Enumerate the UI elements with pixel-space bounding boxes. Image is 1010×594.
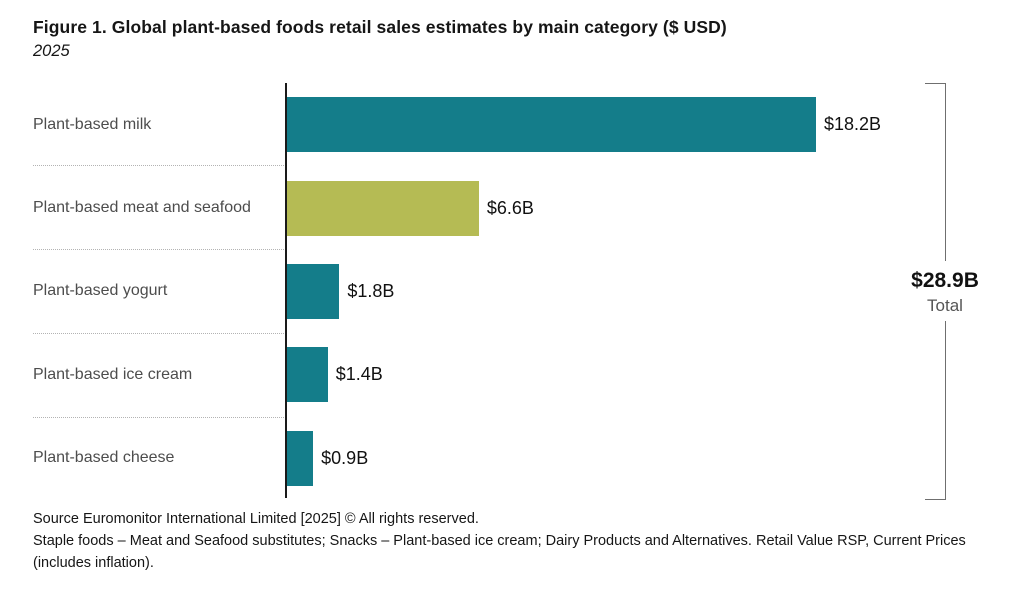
chart-rows: Plant-based milk $18.2B Plant-based meat… bbox=[33, 83, 963, 500]
chart-row-ice-cream: Plant-based ice cream $1.4B bbox=[33, 333, 963, 416]
chart-row-cheese: Plant-based cheese $0.9B bbox=[33, 417, 963, 500]
bar-area: $6.6B bbox=[287, 180, 534, 236]
note-line: Staple foods – Meat and Seafood substitu… bbox=[33, 532, 966, 571]
category-label: Plant-based milk bbox=[33, 115, 152, 133]
figure-title: Figure 1. Global plant-based foods retai… bbox=[33, 17, 727, 37]
chart-row-yogurt: Plant-based yogurt $1.8B bbox=[33, 250, 963, 333]
total-bracket-tick-top bbox=[925, 83, 946, 84]
bar-ice-cream bbox=[287, 347, 328, 403]
total-bracket-line bbox=[945, 321, 946, 500]
total-bracket-tick-bottom bbox=[925, 499, 946, 500]
bar-chart: Plant-based milk $18.2B Plant-based meat… bbox=[33, 83, 993, 500]
y-axis-line bbox=[285, 83, 287, 498]
bar-area: $1.8B bbox=[287, 263, 395, 319]
category-label: Plant-based meat and seafood bbox=[33, 199, 251, 217]
category-label: Plant-based cheese bbox=[33, 449, 175, 467]
figure-subtitle: 2025 bbox=[33, 41, 70, 60]
bar-value-label: $1.4B bbox=[335, 364, 383, 385]
category-label: Plant-based ice cream bbox=[33, 365, 193, 383]
total-value: $28.9B bbox=[911, 269, 979, 292]
figure-footer: Source Euromonitor International Limited… bbox=[33, 509, 973, 574]
bar-value-label: $1.8B bbox=[347, 280, 395, 301]
bar-milk bbox=[287, 97, 816, 153]
bar-value-label: $0.9B bbox=[321, 447, 369, 468]
total-block: $28.9B Total bbox=[880, 269, 1010, 316]
bar-value-label: $18.2B bbox=[824, 114, 882, 135]
source-line: Source Euromonitor International Limited… bbox=[33, 511, 479, 527]
bar-meat-seafood bbox=[287, 180, 479, 236]
figure-header: Figure 1. Global plant-based foods retai… bbox=[0, 0, 1010, 61]
row-divider bbox=[33, 417, 284, 418]
row-divider bbox=[33, 165, 284, 166]
row-divider bbox=[33, 333, 284, 334]
row-divider bbox=[33, 249, 284, 250]
chart-row-milk: Plant-based milk $18.2B bbox=[33, 83, 963, 166]
category-label: Plant-based yogurt bbox=[33, 282, 168, 300]
bar-area: $1.4B bbox=[287, 347, 383, 403]
bar-cheese bbox=[287, 430, 314, 486]
bar-value-label: $6.6B bbox=[486, 197, 534, 218]
bar-yogurt bbox=[287, 263, 340, 319]
total-bracket-line bbox=[945, 83, 946, 261]
total-caption: Total bbox=[927, 296, 963, 316]
bar-area: $0.9B bbox=[287, 430, 369, 486]
chart-row-meat-seafood: Plant-based meat and seafood $6.6B bbox=[33, 166, 963, 249]
bar-area: $18.2B bbox=[287, 97, 882, 153]
